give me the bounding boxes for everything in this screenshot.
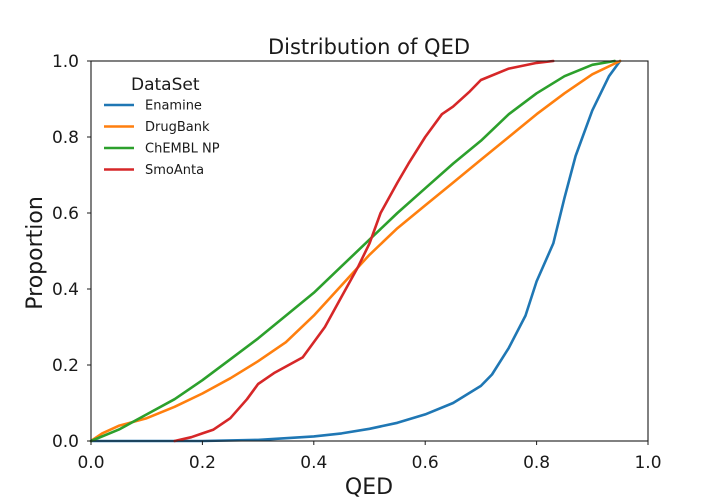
x-axis-label: QED [345, 475, 393, 500]
legend-item-drugbank: DrugBank [104, 120, 210, 135]
legend-label: SmoAnta [145, 163, 204, 178]
chart-title: Distribution of QED [268, 35, 470, 59]
y-axis-label: Proportion [23, 196, 48, 310]
x-tick-label: 0.6 [412, 453, 439, 473]
y-tick-label: 0.0 [52, 432, 79, 452]
plot-frame [90, 60, 649, 442]
legend-item-enamine: Enamine [104, 99, 202, 114]
series-line-enamine [89, 59, 622, 443]
legend-label: Enamine [145, 99, 202, 114]
legend-label: DrugBank [145, 120, 210, 135]
series-line-chembl-np [89, 59, 616, 443]
legend-item-chembl-np: ChEMBL NP [104, 142, 220, 157]
legend: DataSet Enamine DrugBank ChEMBL NP SmoAnta [104, 75, 220, 178]
legend-items: Enamine DrugBank ChEMBL NP SmoAnta [104, 99, 220, 178]
y-tick-label: 0.6 [52, 204, 79, 224]
legend-item-smoanta: SmoAnta [104, 163, 204, 178]
x-tick-label: 1.0 [634, 453, 661, 473]
y-tick-label: 0.2 [52, 356, 79, 376]
x-axis-ticks: 0.0 0.2 0.4 0.6 0.8 1.0 [77, 441, 662, 473]
plot-lines [89, 59, 622, 443]
y-axis-ticks: 0.0 0.2 0.4 0.6 0.8 1.0 [52, 52, 91, 452]
y-tick-label: 1.0 [52, 52, 79, 72]
y-tick-label: 0.4 [52, 280, 79, 300]
x-tick-label: 0.8 [523, 453, 550, 473]
legend-title: DataSet [131, 75, 200, 95]
series-line-drugbank [89, 59, 622, 443]
series-line-smoanta [173, 59, 555, 443]
x-tick-label: 0.4 [300, 453, 327, 473]
x-tick-label: 0.2 [189, 453, 216, 473]
y-tick-label: 0.8 [52, 128, 79, 148]
legend-label: ChEMBL NP [145, 142, 220, 157]
x-tick-label: 0.0 [77, 453, 104, 473]
